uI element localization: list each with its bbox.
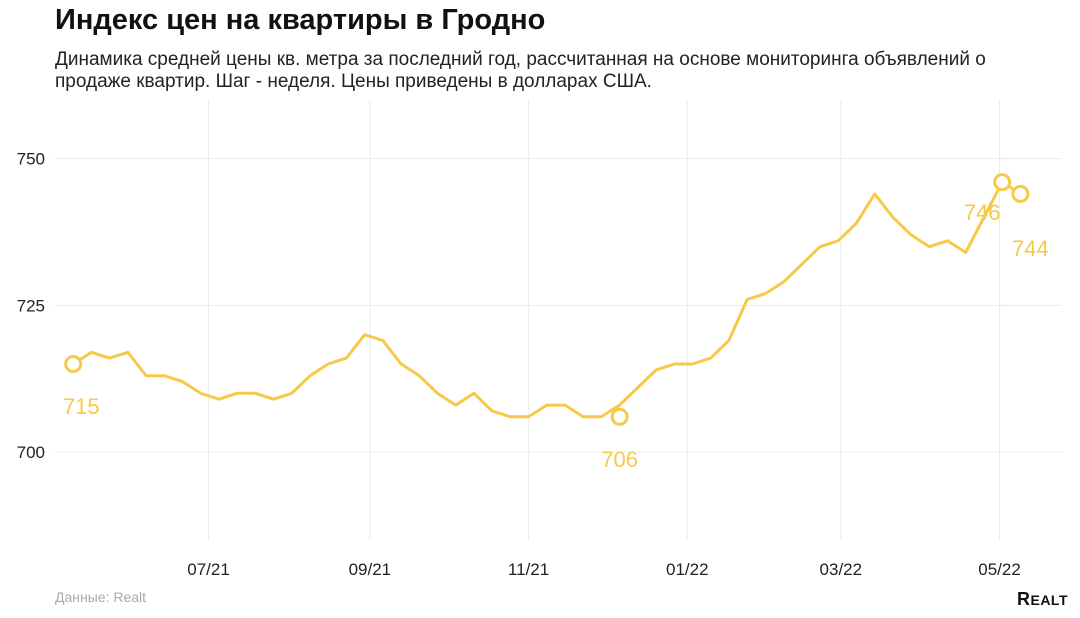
- x-tick-label: 07/21: [187, 560, 230, 579]
- point-marker: [610, 407, 629, 426]
- point-marker: [993, 173, 1012, 192]
- data-label: 744: [1012, 236, 1049, 261]
- x-axis: 07/21 09/21 11/21 01/22 03/22 05/22: [187, 560, 1021, 579]
- data-label: 706: [601, 447, 638, 472]
- x-tick-label: 03/22: [820, 560, 863, 579]
- x-tick-label: 05/22: [978, 560, 1021, 579]
- x-tick-label: 11/21: [508, 560, 549, 579]
- series-layer: [71, 180, 1022, 419]
- point-marker: [1011, 184, 1030, 203]
- y-tick-label: 725: [17, 296, 45, 315]
- x-tick-label: 09/21: [349, 560, 392, 579]
- data-label: 746: [964, 200, 1001, 225]
- annotation-layer: 715 706 746 744: [63, 173, 1049, 472]
- data-label: 715: [63, 394, 100, 419]
- x-tick-label: 01/22: [666, 560, 709, 579]
- chart-subtitle: Динамика средней цены кв. метра за после…: [55, 49, 986, 92]
- realt-logo: REALT: [1016, 589, 1068, 609]
- chart-title: Индекс цен на квартиры в Гродно: [55, 4, 546, 36]
- series-line: [71, 180, 1022, 419]
- y-axis: 700 725 750: [17, 150, 45, 462]
- source-note: Данные: Realt: [55, 589, 147, 605]
- point-marker: [64, 355, 83, 373]
- y-tick-label: 750: [17, 150, 45, 169]
- y-tick-label: 700: [17, 443, 45, 462]
- grid-lines: [55, 100, 1062, 540]
